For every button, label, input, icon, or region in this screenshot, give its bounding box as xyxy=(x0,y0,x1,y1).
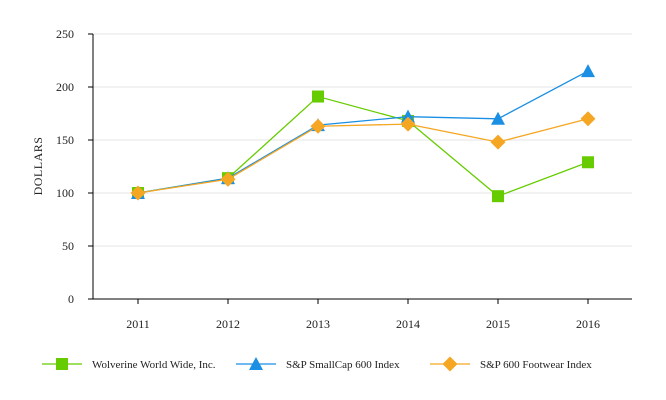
legend-marker-square xyxy=(56,358,68,370)
legend-label: S&P SmallCap 600 Index xyxy=(286,359,400,371)
legend-marker-diamond xyxy=(442,356,458,372)
series-line-2 xyxy=(137,118,589,194)
y-tick-label: 150 xyxy=(56,133,74,147)
data-point-2-3 xyxy=(400,116,416,132)
axes xyxy=(92,34,632,300)
legend-label: Wolverine World Wide, Inc. xyxy=(92,359,216,371)
legend: Wolverine World Wide, Inc. S&P SmallCap 6… xyxy=(42,356,592,372)
data-point-0-5 xyxy=(582,156,594,169)
series-group xyxy=(130,64,596,203)
x-tick-label: 2016 xyxy=(576,317,600,331)
x-tick-labels: 2011 2012 2013 2014 2015 2016 xyxy=(126,299,600,331)
x-tick-label: 2014 xyxy=(396,317,420,331)
data-point-1-3 xyxy=(401,109,415,123)
y-tick-label: 0 xyxy=(68,292,74,306)
series-1 xyxy=(131,64,595,199)
y-axis-title: DOLLARS xyxy=(31,137,45,196)
x-tick-label: 2012 xyxy=(216,317,240,331)
data-point-0-2 xyxy=(312,90,324,103)
data-point-0-4 xyxy=(492,190,504,203)
series-0 xyxy=(132,90,594,203)
legend-item-0: Wolverine World Wide, Inc. xyxy=(42,358,216,371)
y-tick-label: 250 xyxy=(56,27,74,41)
legend-item-1: S&P SmallCap 600 Index xyxy=(236,357,400,371)
legend-marker-triangle xyxy=(249,357,263,370)
data-point-2-4 xyxy=(490,134,506,150)
data-point-2-5 xyxy=(580,111,596,127)
data-point-1-5 xyxy=(581,64,595,78)
y-tick-labels: 0 50 100 150 200 250 xyxy=(56,27,93,306)
series-2 xyxy=(130,111,596,201)
data-point-2-1 xyxy=(220,171,236,187)
data-point-1-4 xyxy=(491,111,505,125)
y-tick-label: 50 xyxy=(62,239,74,253)
x-tick-label: 2015 xyxy=(486,317,510,331)
x-tick-label: 2013 xyxy=(306,317,330,331)
legend-label: S&P 600 Footwear Index xyxy=(480,359,592,371)
data-point-2-0 xyxy=(130,185,146,201)
y-tick-label: 100 xyxy=(56,186,74,200)
legend-item-2: S&P 600 Footwear Index xyxy=(430,356,592,372)
x-tick-label: 2011 xyxy=(126,317,150,331)
grid-lines xyxy=(93,33,632,247)
y-tick-label: 200 xyxy=(56,80,74,94)
series-line-1 xyxy=(137,70,589,194)
data-point-2-2 xyxy=(310,118,326,134)
